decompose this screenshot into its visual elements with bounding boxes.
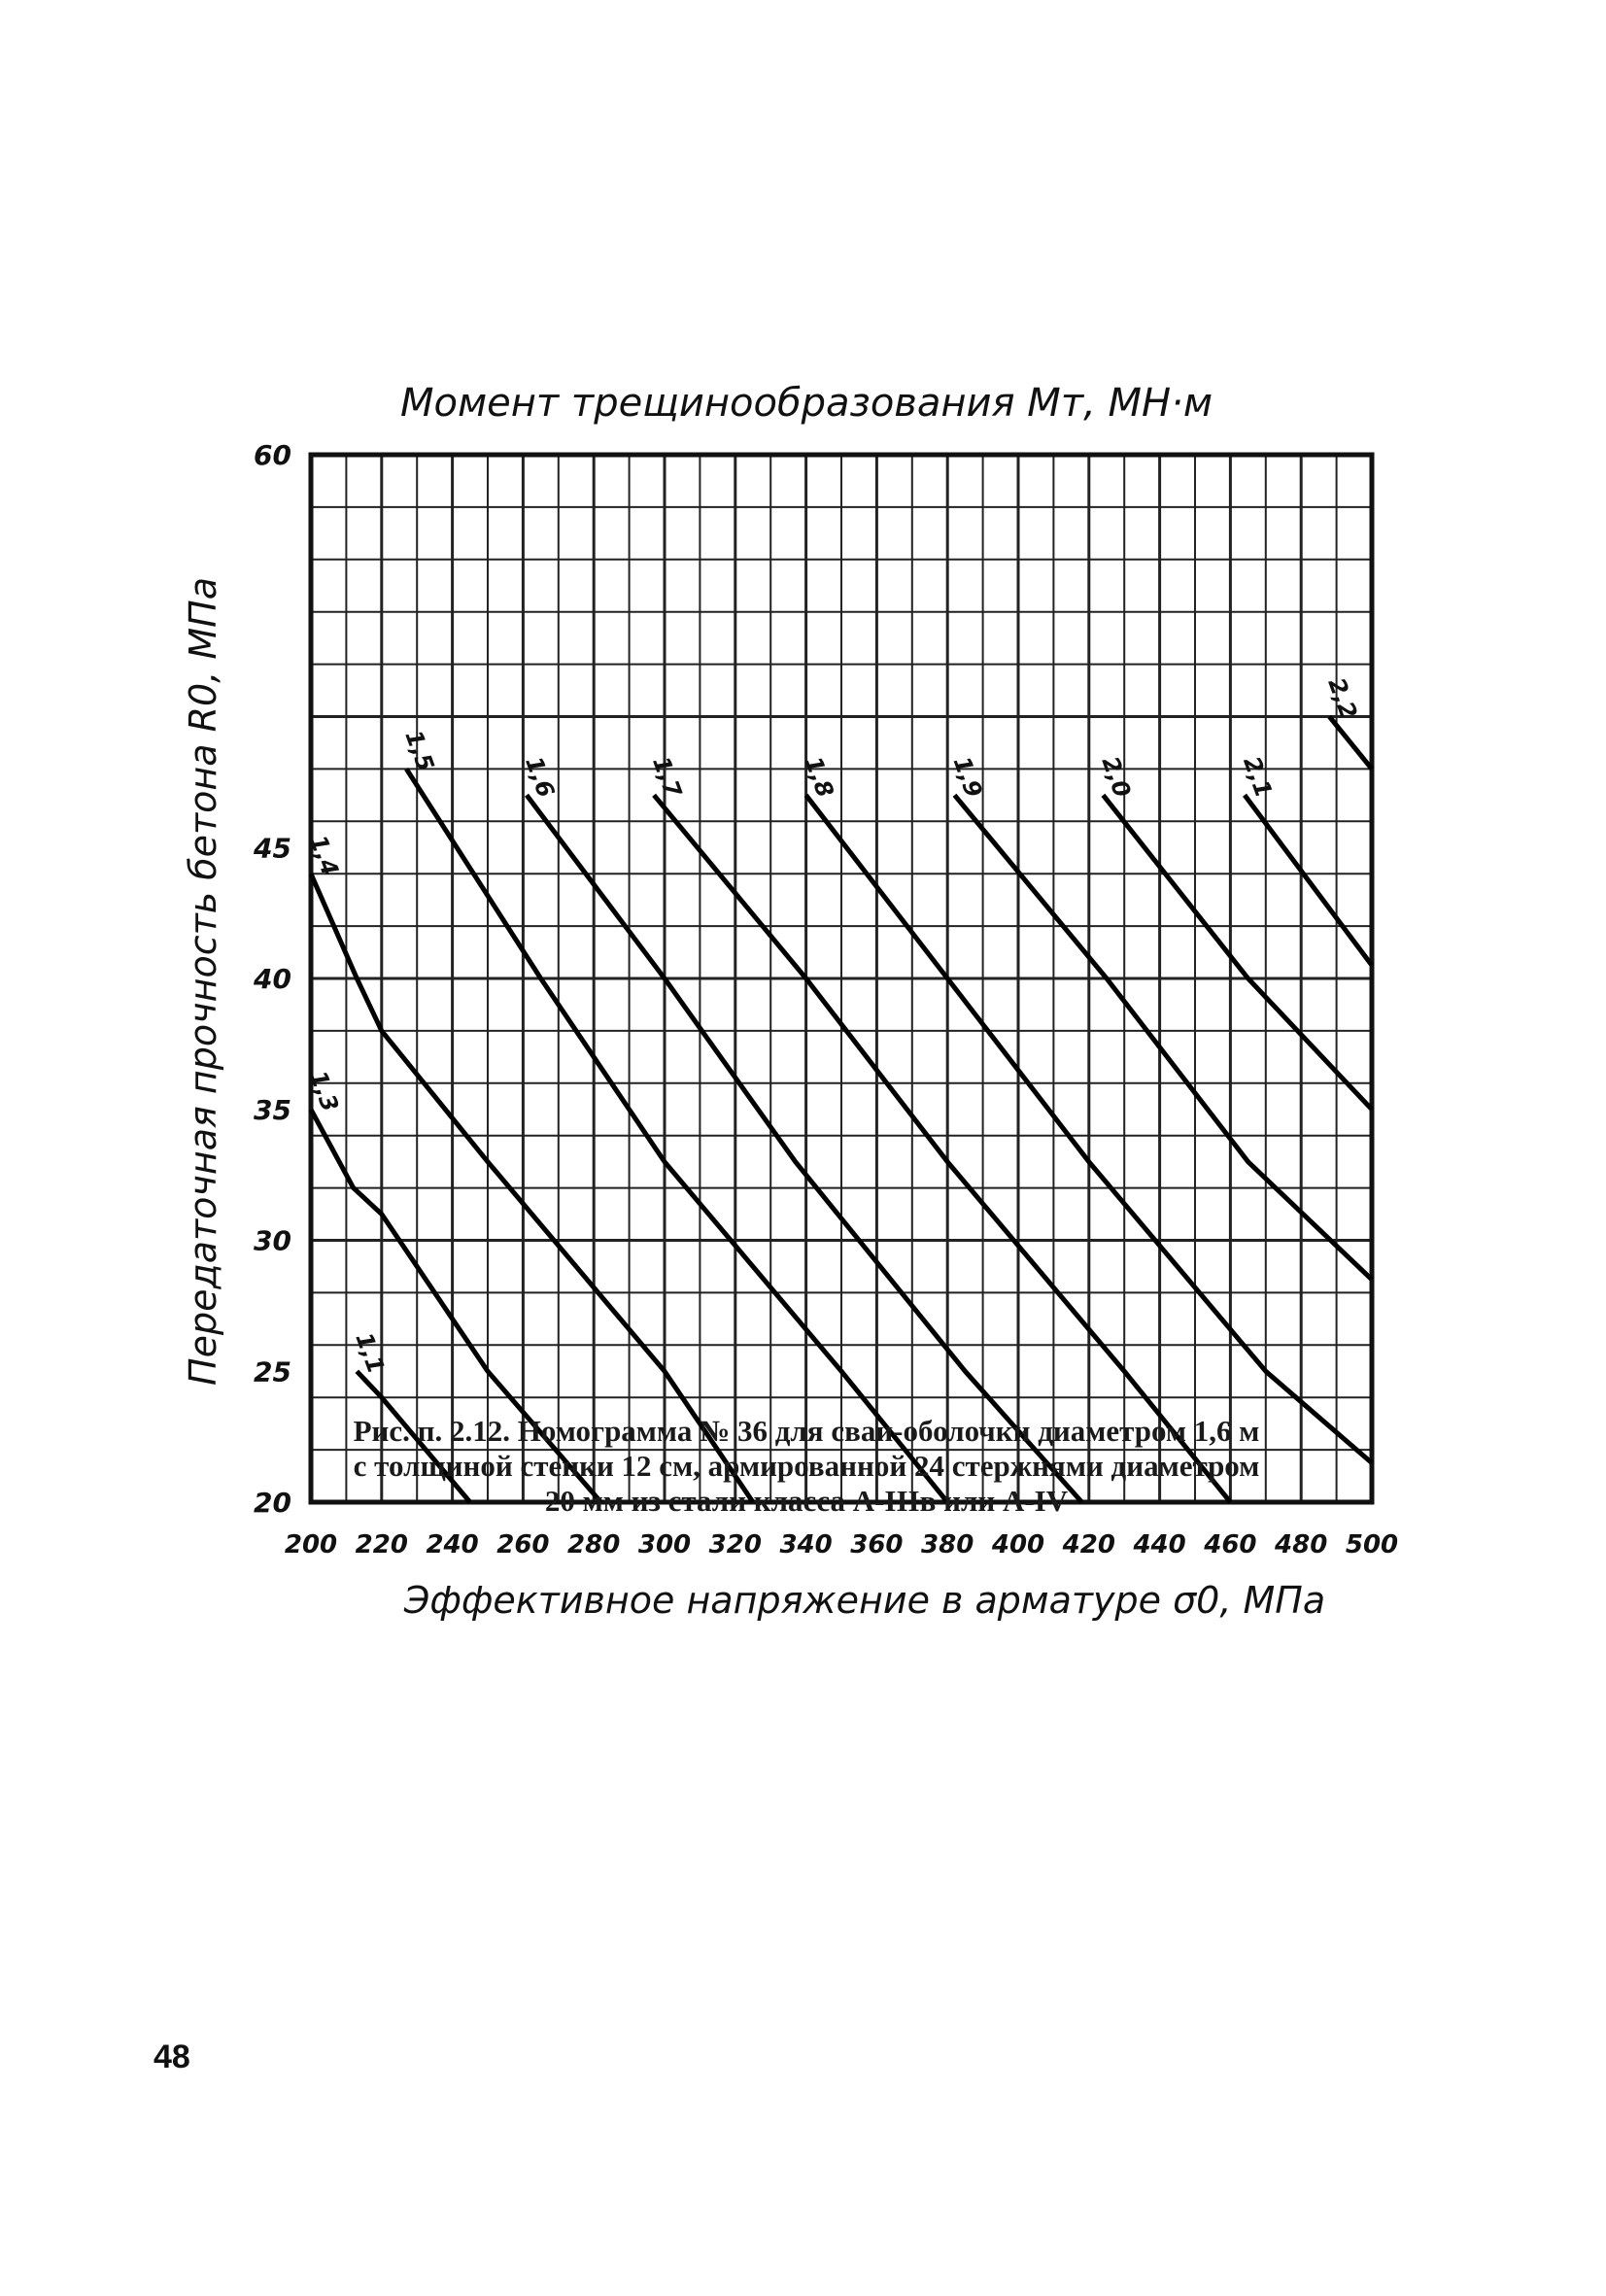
series-line <box>803 793 1374 1465</box>
page-number: 48 <box>154 2039 190 2075</box>
x-tick-label: 440 <box>1132 1530 1185 1559</box>
series-line <box>404 768 950 1504</box>
series-label: 1,9 <box>948 753 988 802</box>
series-label: 1,6 <box>520 753 560 802</box>
chart-title: Момент трещинообразования Mт, МН·м <box>400 381 1213 426</box>
x-ticks: 200 220 240 260 280 300 320 340 360 380 400 420 440 4… <box>285 1530 1398 1559</box>
x-tick-label: 280 <box>567 1530 620 1559</box>
y-tick-label: 60 <box>254 439 291 471</box>
series-line <box>652 793 1233 1504</box>
figure-caption: Рис. п. 2.12. Номограмма № 36 для сваи-о… <box>194 1414 1418 1519</box>
x-tick-label: 420 <box>1062 1530 1115 1559</box>
x-tick-label: 380 <box>921 1530 974 1559</box>
y-tick-label: 25 <box>254 1355 291 1388</box>
caption-line-2: с толщиной стенки 12 см, армированной 24… <box>353 1449 1260 1483</box>
series-line <box>525 793 1084 1504</box>
y-tick-label: 45 <box>253 832 291 864</box>
y-tick-label: 35 <box>254 1094 291 1126</box>
series-line <box>952 793 1374 1282</box>
x-tick-label: 480 <box>1274 1530 1327 1559</box>
series-label: 2,0 <box>1096 753 1136 802</box>
series-line <box>308 1108 603 1504</box>
series-label: 1,5 <box>399 727 439 775</box>
series-label: 1,7 <box>647 753 687 802</box>
caption-line-1: Рис. п. 2.12. Номограмма № 36 для сваи-о… <box>353 1414 1260 1448</box>
x-tick-label: 220 <box>356 1530 408 1559</box>
series-line <box>1242 793 1375 967</box>
x-axis-label: Эффективное напряжение в арматуре σ0, МП… <box>403 1579 1325 1622</box>
x-tick-label: 260 <box>496 1530 549 1559</box>
x-tick-label: 360 <box>850 1530 903 1559</box>
series-line <box>1327 714 1374 771</box>
y-axis-label: Передаточная прочность бетона R0, МПа <box>182 577 224 1386</box>
y-tick-label: 20 <box>254 1487 291 1519</box>
x-tick-label: 320 <box>709 1530 762 1559</box>
x-tick-label: 240 <box>426 1530 478 1559</box>
series-line <box>1101 793 1374 1112</box>
y-tick-label: 40 <box>253 963 291 995</box>
x-tick-label: 400 <box>991 1530 1044 1559</box>
y-tick-label: 30 <box>254 1225 291 1257</box>
x-tick-label: 200 <box>285 1530 337 1559</box>
x-tick-label: 460 <box>1203 1530 1256 1559</box>
x-tick-label: 500 <box>1346 1530 1398 1559</box>
series-layer: 1,11,31,41,51,6 1,7 1,8 1,9 2,0 2,12,2 <box>304 674 1375 1504</box>
series-line <box>308 873 756 1504</box>
series-line <box>355 1369 472 1504</box>
caption-line-3: 20 мм из стали класса A-IIIв или A-IV <box>544 1484 1069 1518</box>
y-ticks: 20 25 30 35 40 45 60 <box>253 439 291 1519</box>
x-tick-label: 300 <box>638 1530 691 1559</box>
plot-frame <box>308 452 1375 1505</box>
series-label: 1,1 <box>350 1329 390 1378</box>
series-label: 2,1 <box>1238 753 1278 802</box>
x-tick-label: 340 <box>779 1530 832 1559</box>
